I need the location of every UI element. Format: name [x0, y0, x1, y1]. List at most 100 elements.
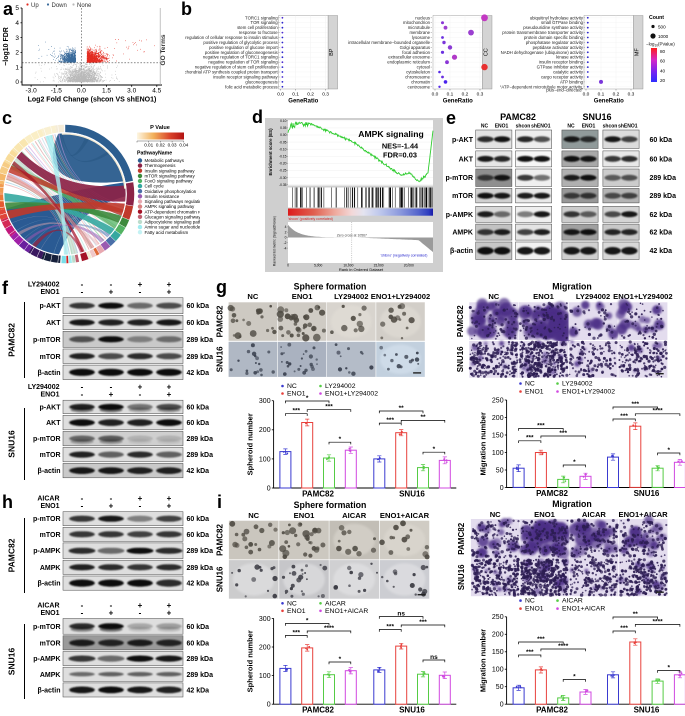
svg-text:0.10: 0.10	[280, 119, 287, 123]
svg-text:peptidase activator activity: peptidase activator activity	[533, 45, 584, 50]
svg-text:-: -	[81, 390, 84, 399]
svg-text:-: -	[110, 601, 113, 610]
svg-text:0.0: 0.0	[277, 92, 284, 98]
svg-text:AICAR: AICAR	[37, 496, 59, 503]
svg-text:***: ***	[632, 401, 640, 408]
svg-text:+: +	[138, 494, 143, 503]
svg-text:LY294002: LY294002	[28, 282, 60, 289]
svg-text:PAMC82: PAMC82	[7, 538, 17, 572]
svg-text:-0.30: -0.30	[279, 176, 287, 180]
svg-text:PAMC82: PAMC82	[456, 305, 465, 337]
svg-text:ns: ns	[397, 610, 405, 617]
svg-text:-: -	[110, 383, 113, 392]
svg-text:GeneRatio: GeneRatio	[443, 99, 473, 105]
svg-text:SNU16: SNU16	[216, 346, 225, 372]
svg-text:0.0: 0.0	[77, 88, 86, 95]
svg-text:***: ***	[293, 629, 301, 636]
svg-text:***: ***	[526, 435, 534, 442]
svg-text:NC: NC	[567, 124, 575, 130]
svg-text:SNU16: SNU16	[634, 706, 660, 715]
svg-text:Ranked list metric (Signal2Noi: Ranked list metric (Signal2Noise)	[273, 216, 277, 266]
svg-text:15,000: 15,000	[374, 264, 384, 268]
svg-text:-: -	[81, 288, 84, 297]
svg-text:*: *	[306, 617, 309, 624]
svg-text:2: 2	[285, 230, 287, 234]
svg-text:0.1: 0.1	[598, 92, 605, 98]
svg-text:stem cell proliferation: stem cell proliferation	[237, 25, 278, 30]
svg-text:-0.05: -0.05	[279, 140, 287, 144]
svg-text:Insulin signaling pathway: Insulin signaling pathway	[145, 168, 196, 173]
svg-text:0: 0	[15, 79, 19, 86]
svg-text:****: ****	[653, 408, 664, 415]
svg-text:PAMC82: PAMC82	[302, 706, 334, 715]
svg-text:+: +	[167, 608, 172, 617]
svg-text:60 kDa: 60 kDa	[187, 640, 210, 647]
svg-text:ubiquitinyl hydrolase activity: ubiquitinyl hydrolase activity	[530, 15, 584, 20]
svg-text:-: -	[81, 494, 84, 503]
svg-text:PAMC82: PAMC82	[7, 323, 17, 357]
svg-text:AICAR: AICAR	[342, 511, 367, 520]
svg-text:+: +	[138, 601, 143, 610]
svg-text:50: 50	[496, 684, 504, 691]
svg-text:mTOR: mTOR	[40, 532, 61, 539]
svg-text:Cell cycle: Cell cycle	[145, 184, 165, 189]
svg-text:0.2: 0.2	[307, 92, 314, 98]
svg-text:250: 250	[492, 614, 504, 621]
svg-text:AMPK signaling pathway: AMPK signaling pathway	[145, 204, 196, 209]
svg-text:mTOR: mTOR	[452, 193, 473, 200]
svg-text:mitochondrial ATP synthesis co: mitochondrial ATP synthesis coupled prot…	[185, 70, 278, 75]
svg-text:50: 50	[496, 467, 504, 474]
svg-text:***: ***	[419, 619, 427, 626]
svg-text:1.5: 1.5	[102, 88, 111, 95]
svg-text:SNU16: SNU16	[216, 566, 225, 592]
svg-text:42 kDa: 42 kDa	[187, 687, 210, 694]
svg-text:regulation of cellular respons: regulation of cellular response to insul…	[185, 35, 277, 40]
svg-text:focal adhesion: focal adhesion	[402, 50, 430, 55]
svg-text:60 kDa: 60 kDa	[650, 137, 673, 144]
svg-text:AICAR: AICAR	[562, 598, 583, 605]
svg-text:42 kDa: 42 kDa	[187, 468, 210, 475]
svg-text:-: -	[81, 608, 84, 617]
svg-text:Up: Up	[31, 3, 39, 9]
svg-text:ENO1: ENO1	[294, 511, 315, 520]
svg-text:-: -	[110, 280, 113, 289]
svg-text:TORC1 signaling: TORC1 signaling	[245, 15, 278, 20]
svg-text:-: -	[81, 280, 84, 289]
svg-text:150: 150	[492, 432, 504, 439]
svg-text:cytoskeleton: cytoskeleton	[406, 70, 430, 75]
svg-text:Migration number: Migration number	[479, 629, 488, 692]
svg-text:289 kDa: 289 kDa	[187, 656, 214, 663]
svg-text:SNU16: SNU16	[7, 430, 17, 458]
svg-text:0.1: 0.1	[292, 92, 299, 98]
svg-text:p-mTOR: p-mTOR	[33, 624, 60, 631]
svg-text:60 kDa: 60 kDa	[187, 320, 210, 327]
svg-text:*: *	[339, 656, 342, 663]
svg-text:Down: Down	[52, 3, 67, 9]
svg-text:mTOR: mTOR	[40, 452, 61, 459]
svg-text:289 kDa: 289 kDa	[650, 193, 677, 200]
svg-text:-3.0: -3.0	[25, 88, 37, 95]
svg-text:Metabolic pathways: Metabolic pathways	[145, 158, 185, 163]
svg-text:β-actin: β-actin	[38, 370, 61, 377]
svg-text:intracellular membrane−bounded: intracellular membrane−bounded organelle	[348, 40, 430, 45]
svg-text:0.1: 0.1	[447, 92, 454, 98]
svg-text:+: +	[167, 390, 172, 399]
svg-text:200: 200	[259, 644, 271, 651]
svg-text:SNU16: SNU16	[399, 490, 425, 499]
svg-text:289 kDa: 289 kDa	[187, 337, 214, 344]
svg-text:p-AMPK: p-AMPK	[33, 548, 60, 555]
svg-text:*: *	[306, 395, 309, 402]
svg-text:60 kDa: 60 kDa	[187, 624, 210, 631]
svg-text:ATP-dependent chromatin remode: ATP-dependent chromatin remodeling	[145, 209, 201, 214]
svg-text:NC: NC	[525, 381, 535, 388]
svg-text:250: 250	[492, 397, 504, 404]
svg-text:ENO1: ENO1	[525, 606, 544, 613]
svg-text:300: 300	[259, 616, 271, 623]
svg-text:SNU16: SNU16	[457, 564, 466, 590]
svg-text:80: 80	[660, 49, 666, 54]
svg-text:AMPK signaling: AMPK signaling	[358, 129, 423, 139]
svg-text:β-actin: β-actin	[450, 248, 473, 255]
svg-text:0.03: 0.03	[168, 143, 177, 148]
svg-text:“ATP−dependent microtubule mot: “ATP−dependent microtubule motor activit…	[500, 84, 583, 89]
svg-text:0.04: 0.04	[179, 143, 188, 148]
